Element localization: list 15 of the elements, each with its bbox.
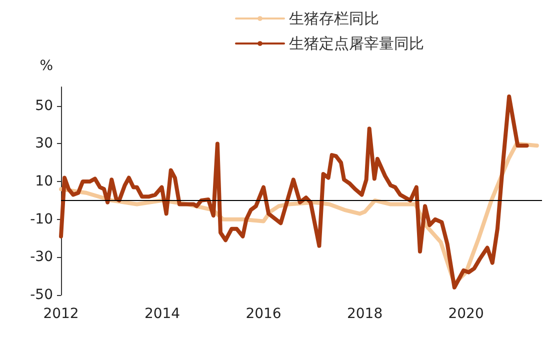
legend-label: 生猪定点屠宰量同比 xyxy=(289,34,424,52)
x-tick-label: 2016 xyxy=(246,306,282,322)
y-tick-label: -30 xyxy=(30,249,53,266)
y-tick-label: 30 xyxy=(35,136,53,152)
x-tick-label: 2020 xyxy=(448,306,484,322)
x-tick-label: 2014 xyxy=(144,306,180,322)
x-tick-label: 2018 xyxy=(346,306,383,322)
y-tick-label: 50 xyxy=(35,98,53,114)
y-axis-title: % xyxy=(40,58,53,74)
y-tick-label: -10 xyxy=(30,211,53,228)
legend-label: 生猪存栏同比 xyxy=(289,10,379,28)
x-tick-label: 2012 xyxy=(43,306,79,322)
y-tick-label: 10 xyxy=(35,174,53,190)
y-tick-label: -50 xyxy=(30,287,53,303)
line-series xyxy=(59,94,529,290)
